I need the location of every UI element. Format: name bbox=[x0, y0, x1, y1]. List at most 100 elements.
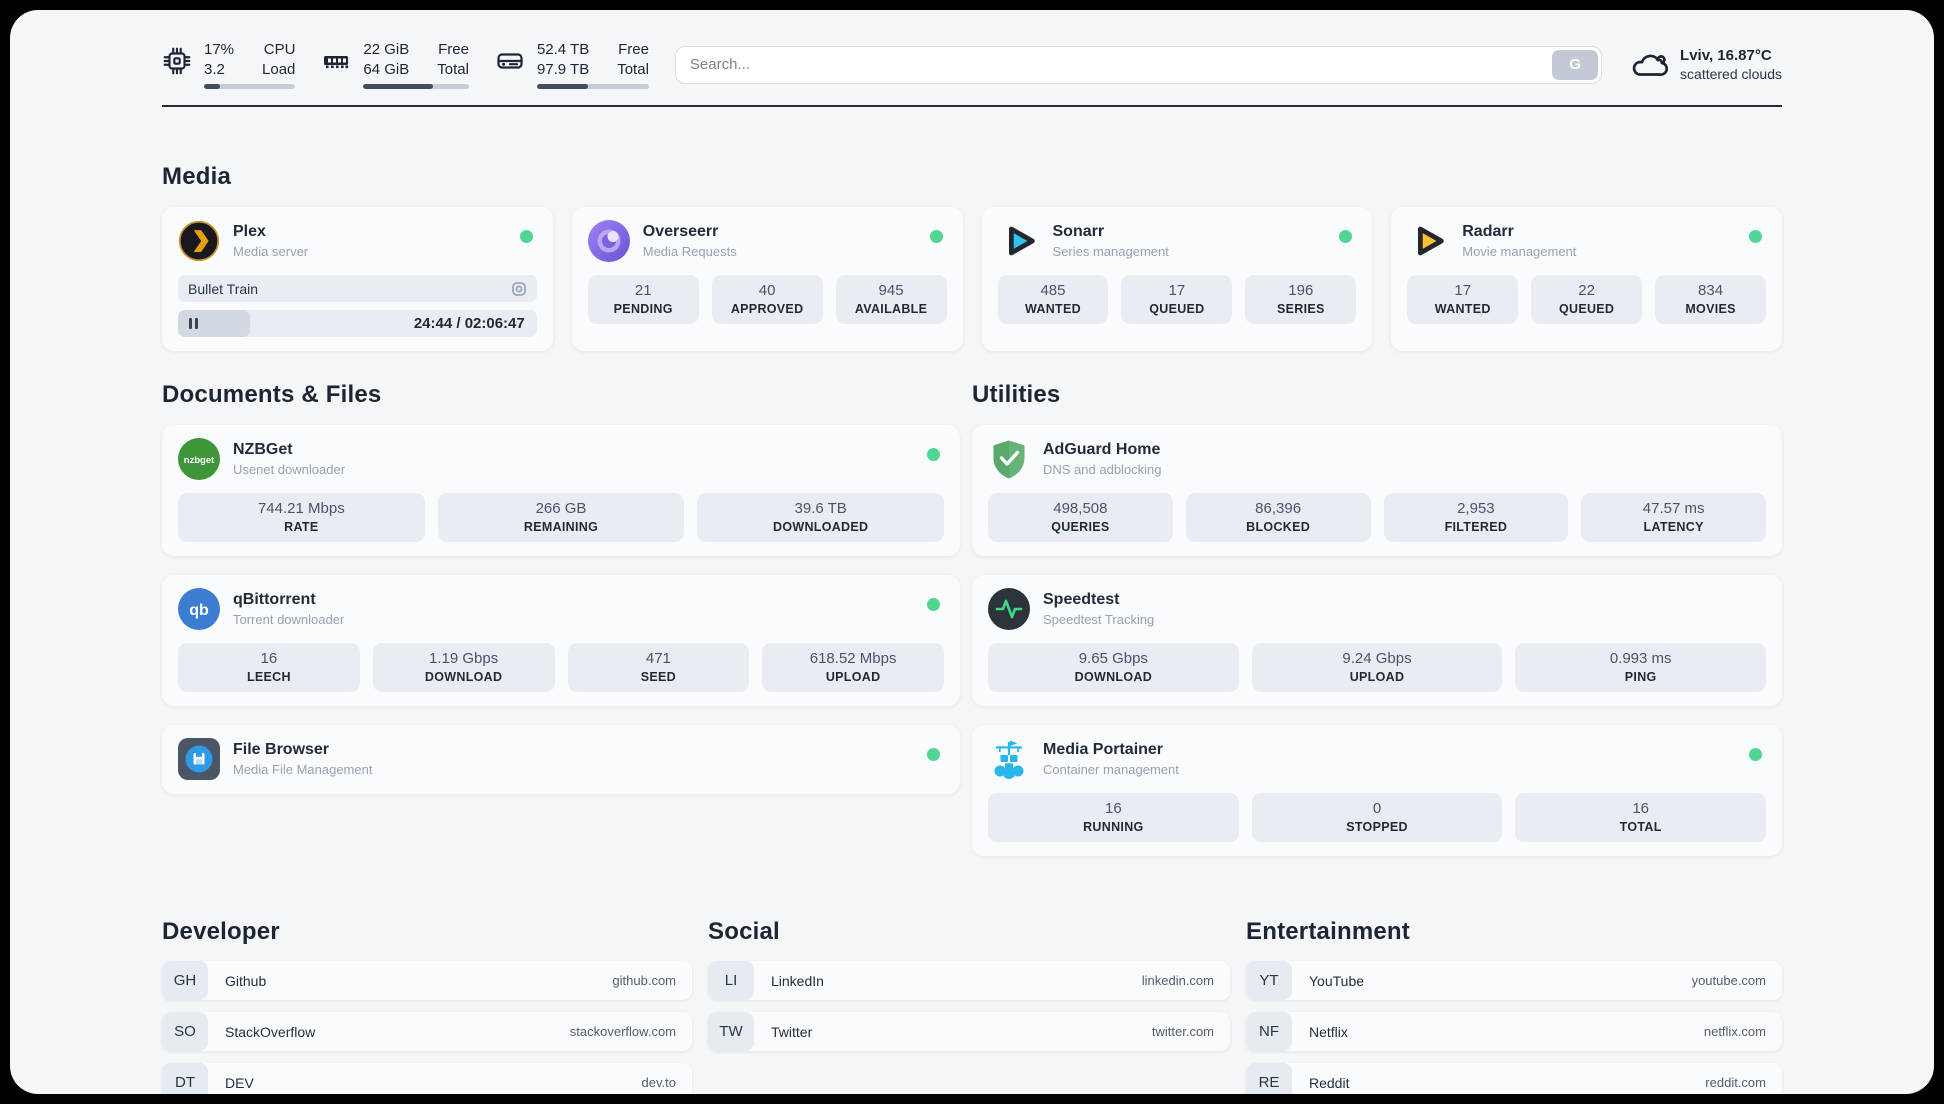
service-subtitle: Torrent downloader bbox=[233, 612, 345, 627]
bookmark-name: LinkedIn bbox=[771, 972, 824, 989]
bookmark-dev[interactable]: DT DEV dev.to bbox=[162, 1063, 692, 1094]
bookmark-name: StackOverflow bbox=[225, 1023, 316, 1040]
service-subtitle: Usenet downloader bbox=[233, 462, 346, 477]
cpu-label: CPU bbox=[263, 41, 296, 58]
search-box: G bbox=[674, 45, 1603, 84]
bookmark-url: netflix.com bbox=[1703, 1024, 1766, 1039]
search-input[interactable] bbox=[675, 56, 1550, 73]
service-name: Media Portainer bbox=[1043, 741, 1164, 758]
disk-total-label: Total bbox=[617, 60, 649, 78]
section-title-utilities: Utilities bbox=[972, 381, 1061, 408]
hard-drive-icon bbox=[497, 53, 523, 69]
svg-text:nzbget: nzbget bbox=[184, 455, 215, 466]
status-online-dot bbox=[1749, 748, 1762, 761]
bookmark-abbr: RE bbox=[1246, 1063, 1292, 1094]
service-name: NZBGet bbox=[233, 441, 293, 458]
bookmark-reddit[interactable]: RE Reddit reddit.com bbox=[1246, 1063, 1782, 1094]
bookmark-group-entertainment: Entertainment YT YouTube youtube.com NF … bbox=[1246, 918, 1782, 1094]
service-card-portainer[interactable]: Media Portainer Container management 16 … bbox=[972, 725, 1782, 856]
bookmark-netflix[interactable]: NF Netflix netflix.com bbox=[1246, 1012, 1782, 1051]
status-online-dot bbox=[927, 598, 940, 611]
disk-widget: 52.4 TB 97.9 TB Free Total bbox=[495, 40, 649, 89]
pause-icon[interactable] bbox=[189, 318, 198, 329]
qbittorrent-icon: qb bbox=[178, 588, 220, 630]
bookmark-linkedin[interactable]: LI LinkedIn linkedin.com bbox=[708, 961, 1230, 1000]
service-card-adguard[interactable]: AdGuard Home DNS and adblocking 498,508 … bbox=[972, 425, 1782, 556]
status-online-dot bbox=[927, 448, 940, 461]
bookmark-abbr: TW bbox=[708, 1012, 754, 1051]
portainer-crane-icon bbox=[988, 738, 1030, 780]
speedtest-pulse-icon bbox=[988, 588, 1030, 630]
search-engine-button[interactable]: G bbox=[1552, 49, 1599, 80]
header-divider bbox=[162, 105, 1782, 107]
status-online-dot bbox=[929, 230, 943, 243]
disk-free-label: Free bbox=[618, 41, 649, 58]
cpu-load-label: Load bbox=[262, 60, 296, 78]
stat-movies: 834 MOVIES bbox=[1655, 275, 1767, 324]
status-online-dot bbox=[519, 230, 533, 243]
weather-location-temp: Lviv, 16.87°C bbox=[1680, 47, 1772, 64]
stat-leech: 16 LEECH bbox=[178, 643, 360, 692]
stat-series: 196 SERIES bbox=[1245, 275, 1357, 324]
stat-stopped: 0 STOPPED bbox=[1251, 793, 1503, 842]
bookmark-name: Reddit bbox=[1309, 1074, 1350, 1091]
service-card-radarr[interactable]: Radarr Movie management 17 WANTED 22 QUE… bbox=[1391, 207, 1782, 351]
status-online-dot bbox=[1749, 230, 1762, 243]
section-title-developer: Developer bbox=[162, 918, 280, 945]
bookmark-twitter[interactable]: TW Twitter twitter.com bbox=[708, 1012, 1230, 1051]
stat-downloaded: 39.6 TB DOWNLOADED bbox=[697, 493, 945, 542]
bookmark-stackoverflow[interactable]: SO StackOverflow stackoverflow.com bbox=[162, 1012, 692, 1051]
stat-wanted: 485 WANTED bbox=[997, 275, 1109, 324]
service-card-sonarr[interactable]: Sonarr Series management 485 WANTED 17 Q… bbox=[981, 207, 1373, 351]
stat-remaining: 266 GB REMAINING bbox=[437, 493, 685, 542]
service-name: File Browser bbox=[233, 741, 330, 758]
service-card-speedtest[interactable]: Speedtest Speedtest Tracking 9.65 Gbps D… bbox=[972, 575, 1782, 706]
bookmark-name: Github bbox=[225, 972, 267, 989]
filebrowser-icon bbox=[178, 738, 220, 780]
bookmark-url: youtube.com bbox=[1691, 973, 1766, 988]
now-playing-title: Bullet Train bbox=[188, 280, 259, 297]
bookmark-abbr: YT bbox=[1246, 961, 1292, 1000]
bookmark-name: Netflix bbox=[1309, 1023, 1348, 1040]
service-card-plex[interactable]: Plex Media server Bullet Train bbox=[162, 207, 553, 351]
section-title-social: Social bbox=[708, 918, 780, 945]
stat-queued: 22 QUEUED bbox=[1531, 275, 1643, 324]
stat-filtered: 2,953 FILTERED bbox=[1383, 493, 1569, 542]
stat-approved: 40 APPROVED bbox=[711, 275, 823, 324]
radarr-icon bbox=[1407, 220, 1449, 262]
bookmark-name: DEV bbox=[225, 1074, 254, 1091]
service-card-filebrowser[interactable]: File Browser Media File Management bbox=[162, 725, 960, 794]
now-playing-row[interactable]: Bullet Train bbox=[178, 275, 537, 302]
section-title-entertainment: Entertainment bbox=[1246, 918, 1410, 945]
stat-latency: 47.57 ms LATENCY bbox=[1581, 493, 1766, 542]
service-subtitle: Media File Management bbox=[233, 762, 373, 777]
top-bar: 17% 3.2 CPU Load bbox=[162, 10, 1782, 89]
service-card-nzbget[interactable]: nzbget NZBGet Usenet downloader 744.21 M… bbox=[162, 425, 960, 556]
service-name: Plex bbox=[233, 223, 266, 240]
stat-queries: 498,508 QUERIES bbox=[988, 493, 1173, 542]
bookmark-github[interactable]: GH Github github.com bbox=[162, 961, 692, 1000]
bookmark-abbr: DT bbox=[162, 1063, 208, 1094]
bookmark-youtube[interactable]: YT YouTube youtube.com bbox=[1246, 961, 1782, 1000]
bookmark-group-social: Social LI LinkedIn linkedin.com TW Twitt… bbox=[708, 918, 1230, 1094]
cpu-percent: 17% bbox=[204, 41, 235, 58]
bookmark-url: reddit.com bbox=[1705, 1075, 1766, 1090]
stat-upload: 9.24 Gbps UPLOAD bbox=[1251, 643, 1503, 692]
ram-free-value: 22 GiB bbox=[363, 41, 410, 58]
playback-progress-bar[interactable]: 24:44 / 02:06:47 bbox=[178, 310, 537, 337]
service-card-overseerr[interactable]: Overseerr Media Requests 21 PENDING 40 A… bbox=[571, 207, 963, 351]
cpu-chip-icon bbox=[163, 47, 191, 75]
bookmark-abbr: GH bbox=[162, 961, 208, 1000]
stat-rate: 744.21 Mbps RATE bbox=[178, 493, 425, 542]
stat-pending: 21 PENDING bbox=[587, 275, 699, 324]
playback-time: 24:44 / 02:06:47 bbox=[413, 315, 525, 332]
service-subtitle: Speedtest Tracking bbox=[1043, 612, 1155, 627]
service-subtitle: Media server bbox=[233, 244, 309, 259]
service-card-qbittorrent[interactable]: qb qBittorrent Torrent downloader 16 bbox=[162, 575, 960, 706]
ram-total-value: 64 GiB bbox=[363, 60, 410, 78]
bookmark-abbr: SO bbox=[162, 1012, 208, 1051]
ram-free-label: Free bbox=[438, 41, 469, 58]
adguard-shield-icon bbox=[988, 438, 1030, 480]
ram-widget: 22 GiB 64 GiB Free Total bbox=[321, 40, 469, 89]
bookmark-url: twitter.com bbox=[1151, 1024, 1214, 1039]
